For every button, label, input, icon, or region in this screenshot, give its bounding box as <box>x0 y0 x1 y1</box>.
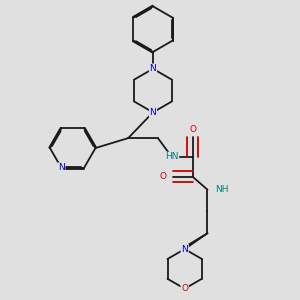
Text: O: O <box>159 172 167 181</box>
Text: NH: NH <box>215 185 229 194</box>
Text: O: O <box>189 125 196 134</box>
Text: N: N <box>181 244 188 253</box>
Text: N: N <box>150 108 156 117</box>
Text: N: N <box>150 64 156 73</box>
Text: O: O <box>181 284 188 293</box>
Text: N: N <box>58 163 65 172</box>
Text: HN: HN <box>165 152 178 161</box>
